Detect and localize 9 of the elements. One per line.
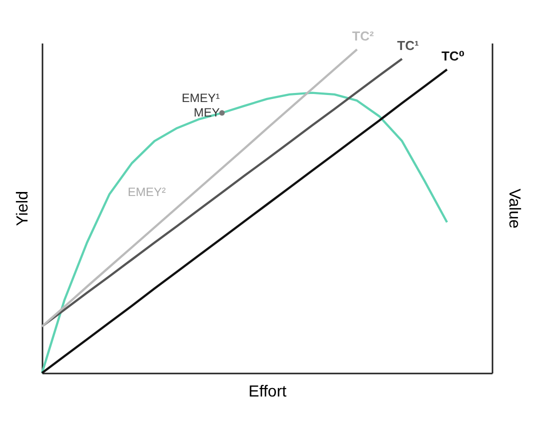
y2-axis-title: Value	[506, 188, 522, 228]
series-label: TC⁰	[441, 48, 465, 64]
series-label: TC¹	[397, 38, 419, 53]
annotation: EMEY²	[128, 184, 166, 199]
x-axis-title: Effort	[248, 384, 288, 400]
annotation: EMEY¹	[182, 91, 220, 105]
y-axis-title: Yield	[14, 191, 32, 226]
series-label: TC²	[352, 28, 374, 44]
annotation: MEY	[194, 106, 220, 120]
